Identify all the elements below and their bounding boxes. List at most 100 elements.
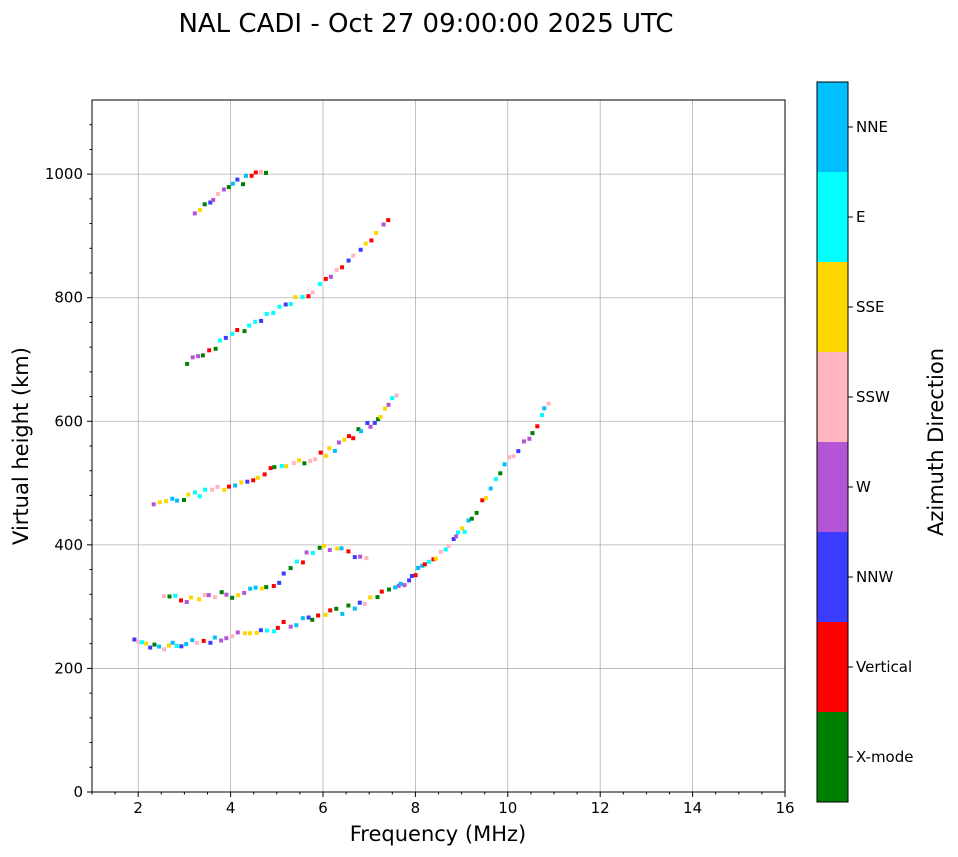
echo-point (213, 595, 218, 600)
echo-point (516, 449, 521, 454)
echo-point (258, 628, 263, 633)
echo-point (502, 462, 507, 467)
echo-point (322, 544, 327, 548)
echo-point (469, 516, 474, 521)
echo-point (157, 644, 162, 649)
echo-point (201, 638, 206, 643)
echo-point (363, 241, 368, 246)
echo-point (189, 595, 194, 600)
colorbar-segment (817, 622, 848, 712)
echo-point (281, 620, 286, 624)
echo-point (244, 173, 248, 178)
colorbar-category-label: SSE (856, 298, 885, 316)
echo-point (313, 457, 318, 462)
x-tick-label: 6 (318, 799, 328, 817)
colorbar-category-label: W (856, 478, 871, 496)
echo-point (222, 487, 227, 492)
echo-point (393, 585, 398, 590)
echo-point (346, 258, 351, 263)
echo-point (352, 555, 357, 560)
colorbar-category-label: NNE (856, 118, 888, 136)
echo-point (334, 268, 339, 272)
echo-point (346, 603, 351, 608)
echo-point (279, 463, 284, 468)
echo-point (272, 465, 277, 470)
echo-point (284, 464, 288, 469)
echo-point (182, 498, 186, 502)
echo-point (193, 490, 197, 495)
echo-point (346, 549, 351, 554)
echo-point (306, 294, 311, 299)
echo-point (259, 318, 264, 323)
echo-point (387, 587, 391, 592)
echo-point (426, 559, 431, 564)
echo-point (390, 396, 395, 401)
echo-point (254, 630, 259, 635)
echo-point (216, 191, 220, 196)
echo-point (184, 600, 189, 604)
echo-point (483, 496, 488, 501)
echo-point (347, 434, 351, 439)
echo-point (498, 471, 503, 476)
echo-point (323, 612, 328, 617)
echo-point (277, 580, 282, 585)
x-axis-ticks: 2 4 6 8 10 12 14 16 (91, 792, 795, 817)
echo-point (358, 247, 363, 252)
echo-point (185, 361, 190, 366)
echo-point (334, 606, 339, 611)
colorbar-category-label: X-mode (856, 748, 913, 766)
echo-point (293, 295, 298, 300)
y-tick-label: 800 (54, 289, 83, 307)
echo-point (474, 510, 479, 515)
azimuth-colorbar: X-mode Vertical NNW W SSW SSE E NNE (816, 81, 913, 803)
echo-point (438, 549, 443, 554)
echo-point (317, 545, 322, 550)
echo-point (253, 170, 258, 175)
colorbar-segment (817, 172, 848, 262)
echo-point (297, 458, 302, 463)
echo-point (364, 556, 369, 561)
echo-point (271, 310, 276, 315)
echo-point (253, 585, 258, 590)
echo-point (271, 584, 276, 588)
echo-point (375, 595, 380, 600)
echo-point (318, 450, 323, 455)
echo-point (224, 636, 229, 641)
echo-point (213, 346, 218, 351)
echo-point (340, 265, 345, 270)
echo-point (300, 560, 305, 565)
echo-point (166, 643, 171, 648)
echo-point (251, 478, 256, 483)
echo-point (460, 526, 465, 531)
echo-point (374, 231, 379, 235)
echo-point (206, 593, 211, 598)
echo-point (175, 498, 179, 503)
echo-point (368, 424, 373, 429)
echo-point (170, 640, 175, 645)
echo-point (379, 589, 384, 594)
echo-point (540, 413, 544, 417)
echo-point (268, 466, 273, 471)
echo-point (365, 421, 370, 425)
echo-point (235, 328, 240, 332)
echo-point (140, 640, 145, 645)
echo-point (255, 475, 260, 480)
echo-point (488, 486, 493, 491)
echo-point (356, 427, 361, 432)
y-axis-label: Virtual height (km) (9, 347, 33, 545)
echo-point (381, 222, 386, 227)
y-tick-label: 1000 (45, 165, 83, 183)
echo-point (288, 302, 293, 307)
echo-point (144, 641, 149, 646)
echo-point (196, 354, 201, 359)
echo-point (335, 546, 340, 551)
echo-point (210, 487, 215, 492)
echo-point (207, 348, 212, 353)
echo-point (302, 461, 307, 466)
echo-point (369, 238, 374, 243)
echo-point (407, 578, 412, 583)
echo-point (466, 518, 471, 523)
echo-point (243, 631, 247, 636)
echo-point (378, 415, 383, 419)
